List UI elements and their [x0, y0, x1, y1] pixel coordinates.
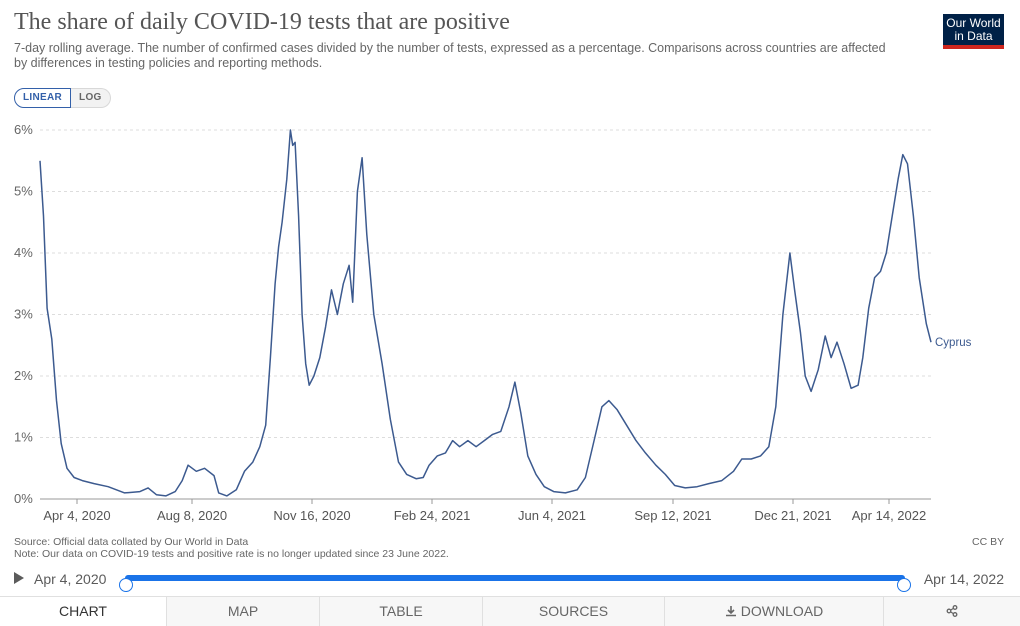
- logo-line-2: in Data: [954, 29, 993, 43]
- y-tick-label: 1%: [14, 430, 33, 445]
- x-tick-label: Jun 4, 2021: [518, 508, 586, 523]
- y-tick-label: 3%: [14, 307, 33, 322]
- line-chart[interactable]: 0% 1% 2% 3% 4% 5% 6% Apr 4, 2020 Aug 8, 2020 Nov …: [0, 118, 1020, 530]
- share-icon: [946, 605, 958, 617]
- timeline-start-label: Apr 4, 2020: [34, 571, 107, 587]
- x-tick-label: Apr 4, 2020: [43, 508, 110, 523]
- x-tick-label: Apr 14, 2022: [852, 508, 926, 523]
- y-tick-label: 5%: [14, 184, 33, 199]
- x-tick-label: Feb 24, 2021: [394, 508, 471, 523]
- tab-chart[interactable]: CHART: [0, 597, 166, 626]
- chart-title: The share of daily COVID-19 tests that a…: [14, 9, 510, 35]
- logo-line-1: Our World: [946, 16, 1001, 30]
- owid-logo[interactable]: Our World in Data: [943, 14, 1004, 49]
- timeline-end-handle[interactable]: [897, 578, 911, 592]
- download-label: DOWNLOAD: [740, 603, 824, 619]
- x-tick-label: Nov 16, 2020: [273, 508, 350, 523]
- x-tick-label: Sep 12, 2021: [634, 508, 711, 523]
- tab-download[interactable]: DOWNLOAD: [664, 597, 883, 626]
- timeline-start-handle[interactable]: [119, 578, 133, 592]
- x-tick-label: Aug 8, 2020: [157, 508, 227, 523]
- download-icon: [725, 606, 736, 617]
- tab-table[interactable]: TABLE: [319, 597, 482, 626]
- linear-scale-button[interactable]: LINEAR: [14, 88, 72, 108]
- tab-bar: CHART MAP TABLE SOURCES DOWNLOAD: [0, 596, 1020, 626]
- source-text: Source: Official data collated by Our Wo…: [14, 536, 249, 548]
- tab-map[interactable]: MAP: [166, 597, 319, 626]
- footer-notes: Source: Official data collated by Our Wo…: [14, 536, 449, 560]
- x-tick-label: Dec 21, 2021: [754, 508, 831, 523]
- timeline-end-label: Apr 14, 2022: [923, 571, 1004, 587]
- y-tick-label: 2%: [14, 368, 33, 383]
- series-line-cyprus: [39, 129, 932, 497]
- log-scale-button[interactable]: LOG: [71, 88, 111, 108]
- tab-share[interactable]: [883, 597, 1020, 626]
- y-tick-label: 6%: [14, 122, 33, 137]
- timeline-track[interactable]: [119, 575, 911, 592]
- chart-subtitle: 7-day rolling average. The number of con…: [14, 41, 886, 70]
- timeline: Apr 4, 2020 Apr 14, 2022: [14, 568, 1004, 592]
- series-label-cyprus: Cyprus: [935, 337, 972, 349]
- scale-toggle: LINEAR LOG: [14, 88, 111, 108]
- play-icon[interactable]: [14, 572, 24, 584]
- tab-sources[interactable]: SOURCES: [482, 597, 664, 626]
- note-text: Note: Our data on COVID-19 tests and pos…: [14, 548, 449, 560]
- y-tick-label: 4%: [14, 245, 33, 260]
- license-link[interactable]: CC BY: [972, 536, 1005, 548]
- y-tick-label: 0%: [14, 491, 33, 506]
